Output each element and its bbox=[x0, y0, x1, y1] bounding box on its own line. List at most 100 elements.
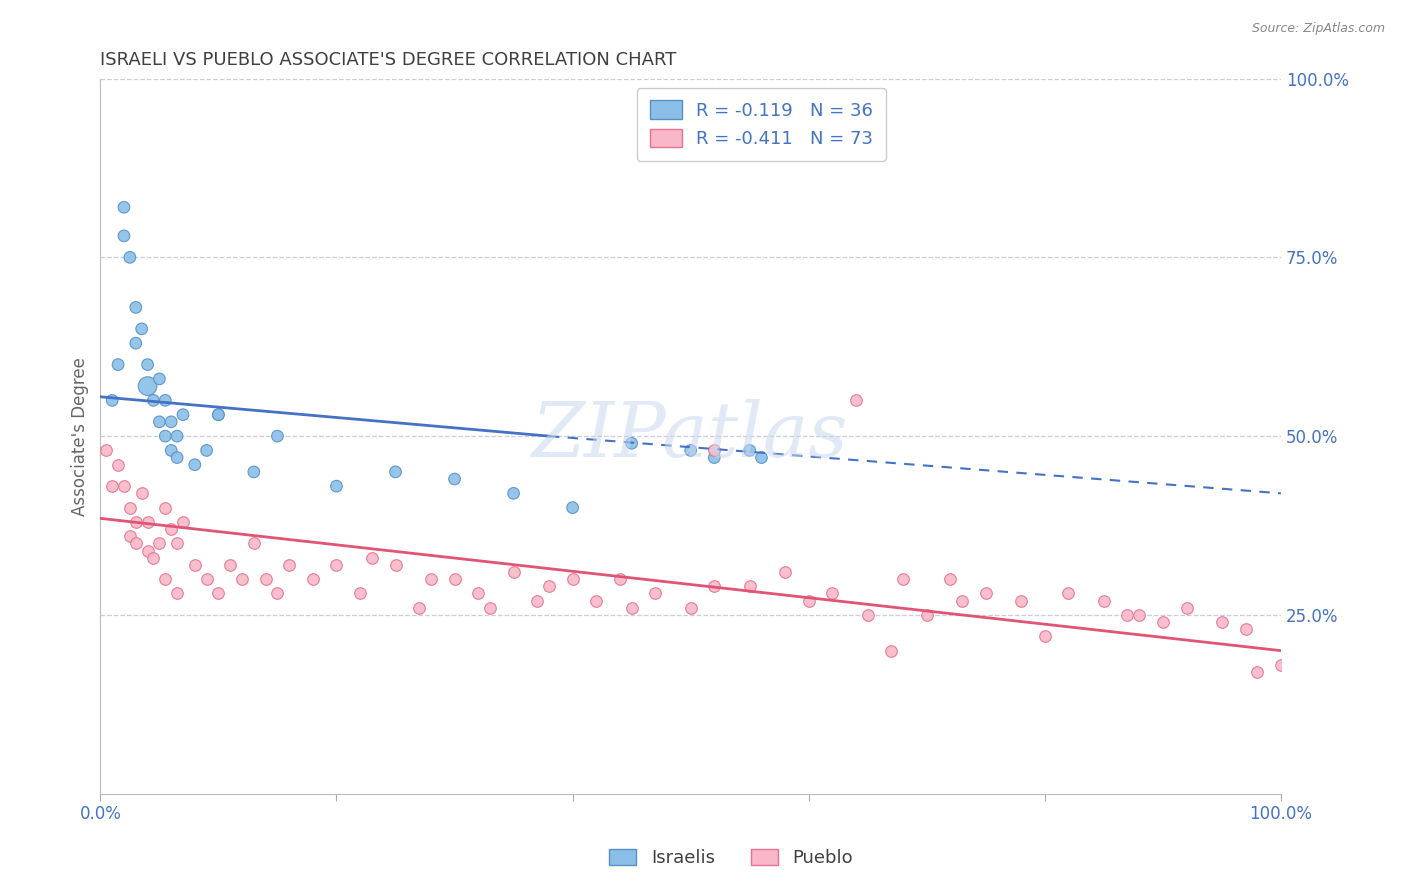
Point bbox=[160, 415, 183, 429]
Point bbox=[160, 522, 183, 536]
Point bbox=[856, 607, 879, 622]
Point bbox=[125, 336, 148, 351]
Point bbox=[243, 465, 266, 479]
Text: ZIPatlas: ZIPatlas bbox=[533, 399, 849, 473]
Point bbox=[112, 200, 135, 214]
Point bbox=[266, 429, 288, 443]
Point bbox=[751, 450, 773, 465]
Point bbox=[585, 593, 607, 607]
Point bbox=[118, 500, 141, 515]
Point bbox=[231, 572, 253, 586]
Point bbox=[96, 443, 118, 458]
Point bbox=[738, 443, 761, 458]
Point bbox=[278, 558, 301, 572]
Point bbox=[703, 579, 725, 593]
Point bbox=[195, 572, 218, 586]
Point bbox=[644, 586, 666, 600]
Point bbox=[155, 572, 177, 586]
Point bbox=[155, 500, 177, 515]
Point bbox=[131, 486, 153, 500]
Point bbox=[107, 458, 129, 472]
Point bbox=[1246, 665, 1268, 679]
Point bbox=[184, 558, 207, 572]
Y-axis label: Associate's Degree: Associate's Degree bbox=[72, 357, 89, 516]
Point bbox=[207, 408, 229, 422]
Point bbox=[142, 393, 165, 408]
Point bbox=[361, 550, 384, 565]
Point bbox=[443, 472, 465, 486]
Point bbox=[950, 593, 973, 607]
Point bbox=[160, 443, 183, 458]
Point bbox=[219, 558, 242, 572]
Point bbox=[797, 593, 820, 607]
Point bbox=[184, 458, 207, 472]
Point bbox=[172, 408, 194, 422]
Point bbox=[136, 358, 159, 372]
Point bbox=[148, 372, 170, 386]
Point bbox=[502, 486, 524, 500]
Point bbox=[118, 529, 141, 543]
Point bbox=[166, 429, 188, 443]
Point bbox=[419, 572, 441, 586]
Point bbox=[125, 536, 148, 550]
Legend: R = -0.119   N = 36, R = -0.411   N = 73: R = -0.119 N = 36, R = -0.411 N = 73 bbox=[637, 87, 886, 161]
Point bbox=[703, 443, 725, 458]
Point bbox=[502, 565, 524, 579]
Point bbox=[1152, 615, 1174, 629]
Point bbox=[1234, 622, 1257, 636]
Point bbox=[136, 515, 159, 529]
Point bbox=[207, 586, 229, 600]
Point bbox=[738, 579, 761, 593]
Point bbox=[325, 479, 347, 493]
Point bbox=[349, 586, 371, 600]
Point bbox=[166, 450, 188, 465]
Text: Source: ZipAtlas.com: Source: ZipAtlas.com bbox=[1251, 22, 1385, 36]
Point bbox=[537, 579, 560, 593]
Point bbox=[1033, 629, 1056, 643]
Point bbox=[142, 550, 165, 565]
Point bbox=[845, 393, 868, 408]
Point bbox=[254, 572, 277, 586]
Point bbox=[136, 543, 159, 558]
Point bbox=[478, 600, 501, 615]
Point bbox=[131, 322, 153, 336]
Point bbox=[136, 379, 159, 393]
Point bbox=[148, 536, 170, 550]
Point bbox=[107, 358, 129, 372]
Point bbox=[1010, 593, 1032, 607]
Point bbox=[125, 301, 148, 315]
Point bbox=[112, 479, 135, 493]
Point bbox=[679, 600, 702, 615]
Point bbox=[195, 443, 218, 458]
Point bbox=[620, 600, 643, 615]
Point bbox=[703, 450, 725, 465]
Point bbox=[974, 586, 997, 600]
Point bbox=[1175, 600, 1198, 615]
Point bbox=[207, 408, 229, 422]
Point bbox=[384, 465, 406, 479]
Point bbox=[467, 586, 489, 600]
Point bbox=[101, 479, 124, 493]
Text: ISRAELI VS PUEBLO ASSOCIATE'S DEGREE CORRELATION CHART: ISRAELI VS PUEBLO ASSOCIATE'S DEGREE COR… bbox=[100, 51, 676, 69]
Point bbox=[821, 586, 844, 600]
Point bbox=[384, 558, 406, 572]
Point bbox=[302, 572, 325, 586]
Point bbox=[325, 558, 347, 572]
Point bbox=[148, 415, 170, 429]
Point bbox=[526, 593, 548, 607]
Point bbox=[1092, 593, 1115, 607]
Point bbox=[112, 228, 135, 243]
Point bbox=[1057, 586, 1080, 600]
Point bbox=[118, 251, 141, 265]
Point bbox=[609, 572, 631, 586]
Point bbox=[1128, 607, 1150, 622]
Point bbox=[125, 515, 148, 529]
Point bbox=[172, 515, 194, 529]
Point bbox=[561, 572, 583, 586]
Point bbox=[915, 607, 938, 622]
Point bbox=[166, 586, 188, 600]
Point bbox=[939, 572, 962, 586]
Point bbox=[266, 586, 288, 600]
Point bbox=[1116, 607, 1139, 622]
Point bbox=[443, 572, 465, 586]
